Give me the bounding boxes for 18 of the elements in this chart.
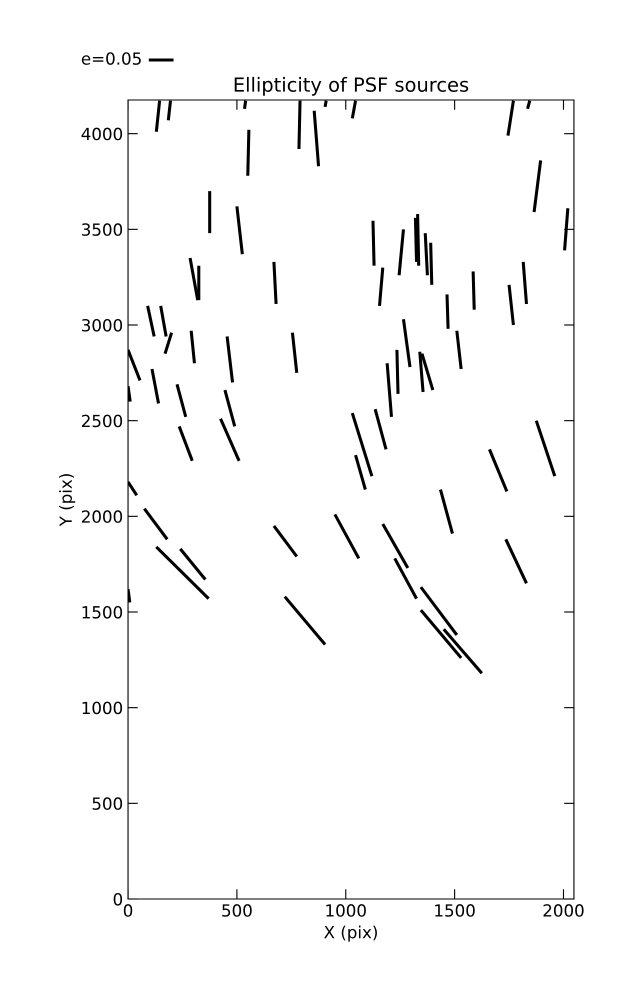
x-axis-title: X (pix) — [324, 926, 377, 942]
x-tick-label: 500 — [222, 904, 252, 917]
y-tick-label: 1500 — [82, 606, 122, 619]
x-tick-label: 0 — [124, 904, 132, 917]
y-tick-label: 2500 — [82, 414, 122, 428]
y-axis-title: Y (pix) — [59, 474, 76, 526]
chart-title: Ellipticity of PSF sources — [234, 76, 468, 96]
y-tick-label: 2000 — [82, 510, 122, 523]
y-tick-label: 1000 — [82, 702, 122, 714]
text: e=0.05 — [82, 52, 141, 65]
y-tick-label: 4000 — [82, 128, 122, 140]
y-tick-label: 3000 — [82, 318, 122, 332]
x-tick-label: 1000 — [326, 904, 366, 917]
x-tick-label: 1500 — [435, 904, 475, 917]
y-tick-label: 500 — [92, 797, 122, 810]
x-tick-label: 2000 — [544, 904, 584, 917]
y-tick-label: 3500 — [82, 223, 122, 236]
y-tick-label: 0 — [114, 892, 122, 906]
